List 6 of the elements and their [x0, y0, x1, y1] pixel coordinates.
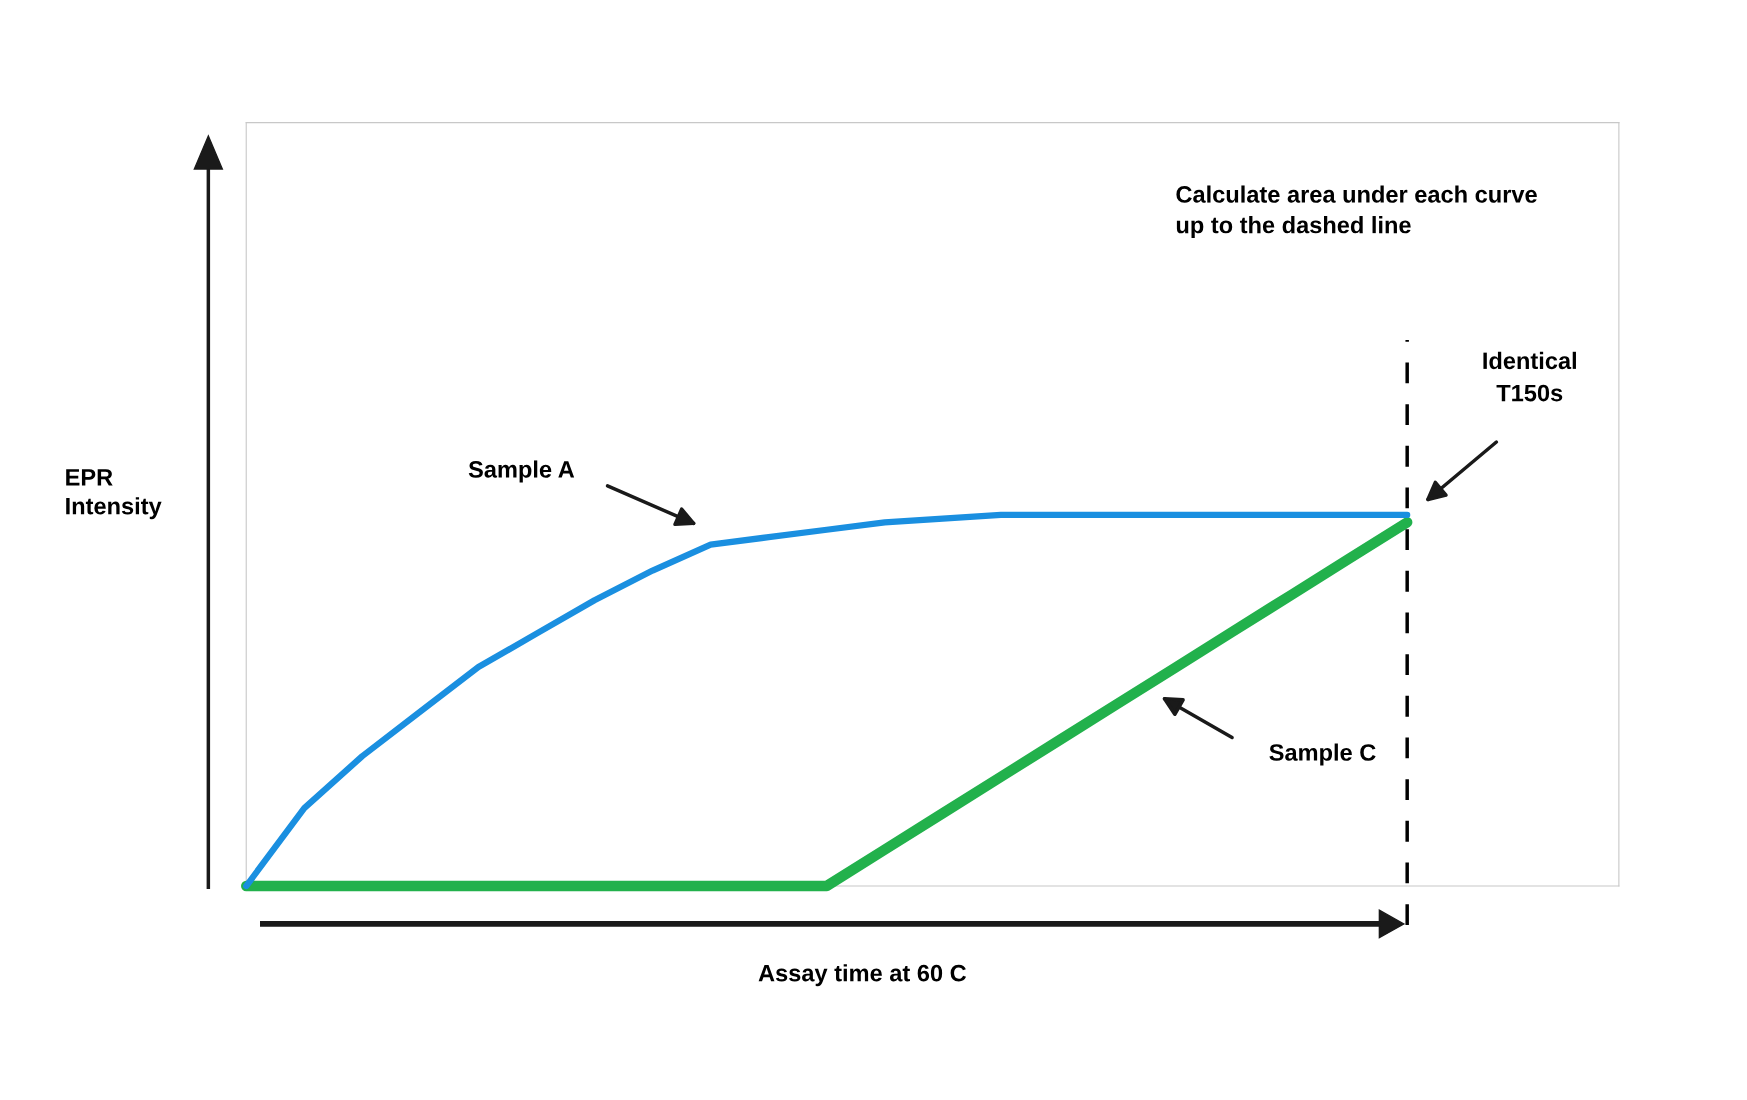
text: Calculate area under each curve up to the dashed line [1176, 185, 1537, 239]
annotation: Sample C [1269, 743, 1376, 766]
y-axis-title: EPR Intensity [66, 469, 162, 520]
x-axis-title: Assay time at 60 C [758, 964, 967, 987]
text: Sample A [468, 460, 575, 483]
text: Identical T150s [1483, 351, 1576, 402]
